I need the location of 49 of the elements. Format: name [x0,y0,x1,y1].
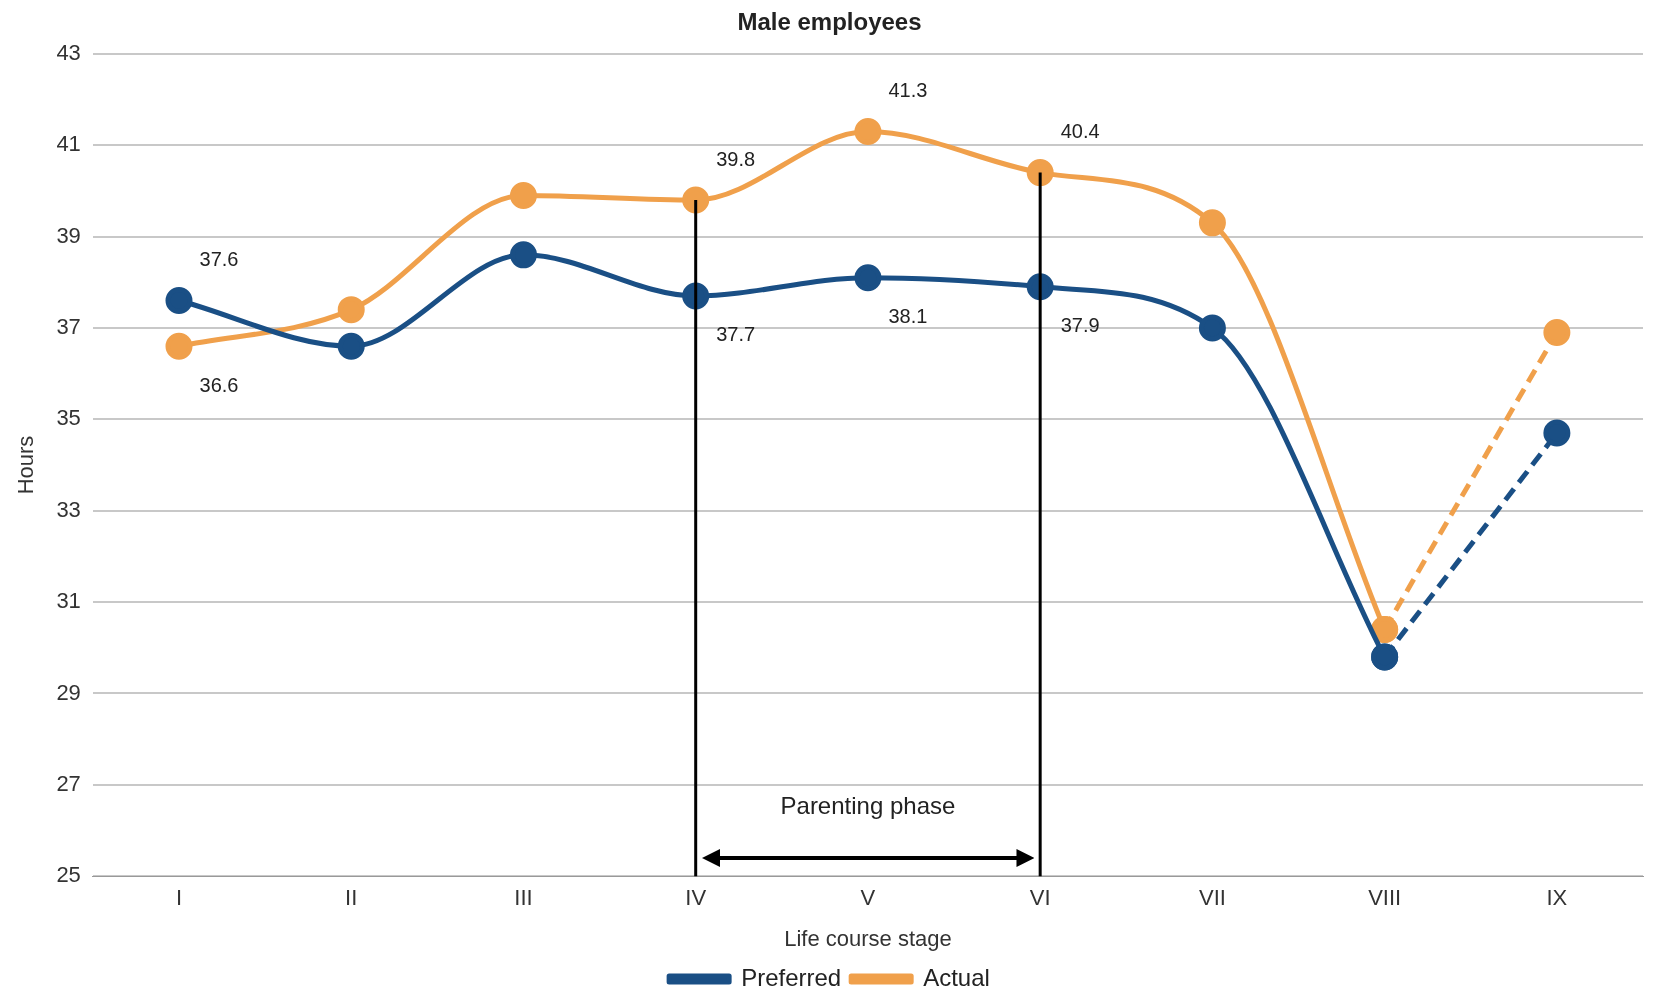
legend-label: Preferred [741,963,842,991]
x-tick-label: IX [1546,885,1568,911]
x-tick-label: III [514,885,533,911]
data-label: 39.8 [716,147,756,170]
point [509,241,537,269]
x-tick-label: V [860,885,876,911]
point [1371,615,1399,643]
data-label: 37.9 [1060,314,1100,337]
x-tick-label: I [175,885,183,911]
point [337,296,365,324]
y-axis-title: Hours [13,435,39,495]
point [1371,643,1399,671]
point [165,287,193,315]
y-tick-label: 27 [56,770,81,796]
data-label: 37.6 [199,248,239,271]
point [509,181,537,209]
y-tick-label: 29 [56,679,81,705]
x-tick-label: II [345,885,358,911]
y-tick-label: 43 [56,39,81,65]
x-axis-title: Life course stage [784,925,952,951]
point [854,117,882,145]
x-tick-label: IV [685,885,707,911]
point [1198,314,1226,342]
x-tick-label: VIII [1368,885,1402,911]
point [337,332,365,360]
annotation: Parenting phase [780,792,956,821]
y-tick-label: 31 [56,588,81,614]
point [1198,209,1226,237]
y-tick-label: 33 [56,496,81,522]
data-label: 41.3 [888,78,928,101]
data-label: 38.1 [888,305,928,328]
x-tick-label: VI [1029,885,1051,911]
point [682,186,710,214]
point [165,332,193,360]
data-label: 36.6 [199,373,239,396]
data-label: 40.4 [1060,120,1100,143]
point [1026,159,1054,187]
y-tick-label: 39 [56,222,81,248]
y-tick-label: 41 [56,131,81,157]
x-tick-label: VII [1198,885,1226,911]
point [854,264,882,292]
chart-title: Male employees [737,8,922,36]
y-tick-label: 37 [56,314,81,339]
legend-label: Actual [923,963,990,991]
y-tick-label: 35 [56,405,81,431]
y-tick-label: 25 [56,862,81,888]
data-label: 37.7 [716,323,756,346]
point [1543,319,1571,346]
point [1543,419,1571,447]
